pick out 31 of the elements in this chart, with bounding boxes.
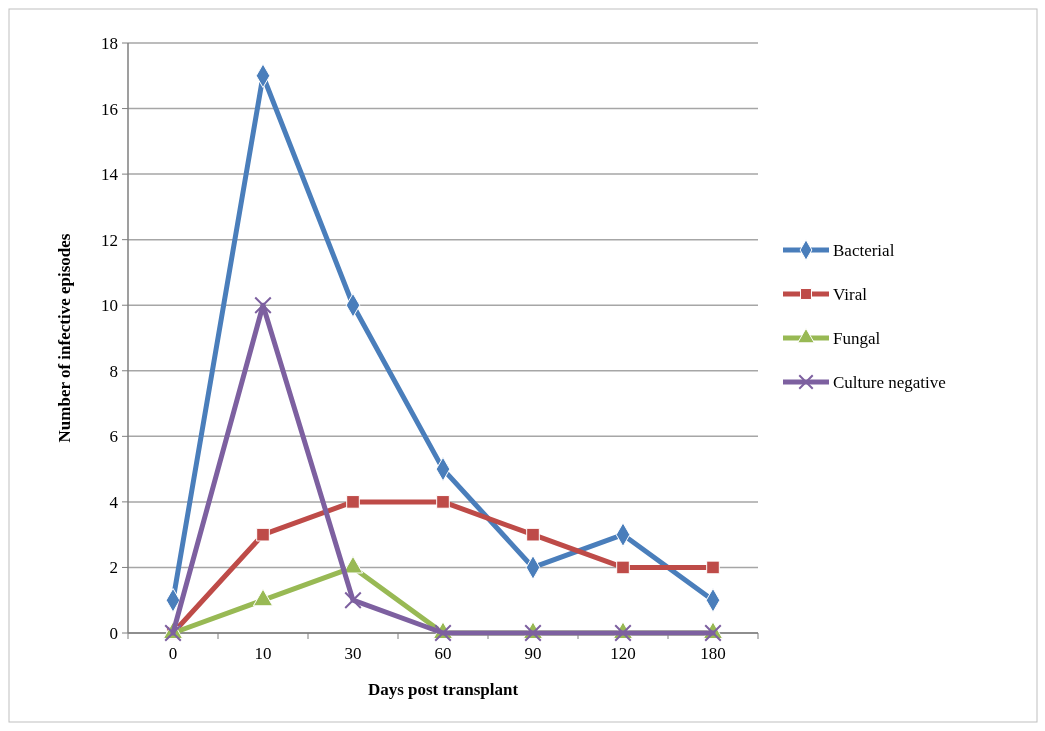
y-tick-label: 10 [101,296,118,316]
x-tick-label: 60 [434,644,452,663]
x-tick-label: 120 [610,644,636,663]
x-tick-label: 30 [344,644,362,663]
legend-label: Viral [833,284,868,304]
point [706,560,720,575]
y-tick-label: 16 [101,99,118,119]
x-tick-label: 0 [168,644,178,663]
x-tick-label: 180 [700,644,726,663]
y-tick-label: 14 [101,165,119,185]
y-tick-label: 4 [109,492,119,512]
y-tick-label: 0 [109,623,118,643]
point [616,560,630,575]
point [256,527,270,542]
y-tick-label: 18 [101,33,118,53]
legend-label: Bacterial [833,240,895,260]
legend-label: Fungal [833,328,881,348]
x-tick-label: 90 [524,644,542,663]
x-tick-label: 10 [254,644,272,663]
y-tick-label: 2 [109,558,118,578]
point [436,495,450,509]
legend-label: Culture negative [833,372,946,392]
y-tick-label: 8 [109,361,118,381]
point [254,296,272,315]
y-tick-label: 12 [101,230,118,250]
point [346,495,360,509]
y-tick-label: 6 [109,427,118,447]
point [526,527,540,542]
x-axis-title: Days post transplant [367,680,519,699]
y-axis-title: Number of infective episodes [55,233,74,443]
point [344,591,362,610]
